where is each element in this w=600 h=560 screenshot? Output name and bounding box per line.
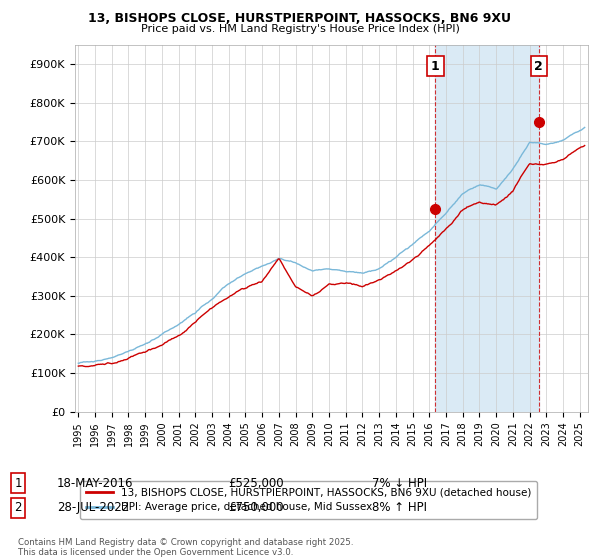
Text: 2: 2	[535, 59, 543, 73]
Text: 13, BISHOPS CLOSE, HURSTPIERPOINT, HASSOCKS, BN6 9XU: 13, BISHOPS CLOSE, HURSTPIERPOINT, HASSO…	[89, 12, 511, 25]
Text: £525,000: £525,000	[228, 477, 284, 490]
Text: £750,000: £750,000	[228, 501, 284, 515]
Text: 8% ↑ HPI: 8% ↑ HPI	[372, 501, 427, 515]
Legend: 13, BISHOPS CLOSE, HURSTPIERPOINT, HASSOCKS, BN6 9XU (detached house), HPI: Aver: 13, BISHOPS CLOSE, HURSTPIERPOINT, HASSO…	[80, 481, 538, 519]
Text: 1: 1	[431, 59, 440, 73]
Text: 28-JUL-2022: 28-JUL-2022	[57, 501, 129, 515]
Text: 7% ↓ HPI: 7% ↓ HPI	[372, 477, 427, 490]
Text: Contains HM Land Registry data © Crown copyright and database right 2025.
This d: Contains HM Land Registry data © Crown c…	[18, 538, 353, 557]
Text: Price paid vs. HM Land Registry's House Price Index (HPI): Price paid vs. HM Land Registry's House …	[140, 24, 460, 34]
Bar	[436, 45, 539, 412]
Text: 2: 2	[14, 501, 22, 515]
Text: 1: 1	[14, 477, 22, 490]
Text: 18-MAY-2016: 18-MAY-2016	[57, 477, 133, 490]
